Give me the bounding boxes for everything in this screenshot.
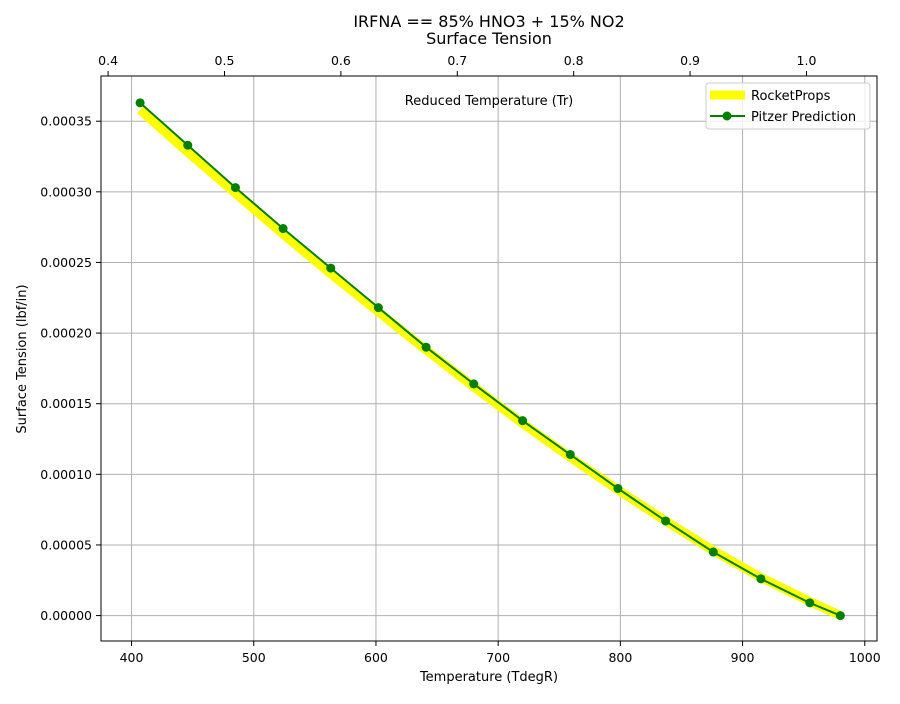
- data-point-pitzer: [183, 140, 193, 150]
- legend-box: [705, 82, 871, 130]
- data-point-pitzer: [469, 379, 479, 389]
- y-tick-label: 0.00035: [40, 114, 92, 129]
- x-axis-label: Temperature (TdegR): [419, 670, 558, 685]
- x-tick-label: 600: [364, 650, 388, 665]
- x-tick-label: 700: [486, 650, 510, 665]
- legend-pitzer-marker: [722, 111, 732, 121]
- data-point-pitzer: [756, 574, 766, 584]
- data-point-pitzer: [230, 183, 240, 193]
- y-tick-label: 0.00030: [40, 184, 92, 199]
- secondary-x-tick-label: 0.7: [447, 53, 467, 68]
- legend-rocketprops-label: RocketProps: [751, 89, 831, 104]
- data-point-pitzer: [805, 598, 815, 608]
- secondary-x-tick-label: 0.6: [331, 53, 351, 68]
- data-point-pitzer: [518, 416, 528, 426]
- x-axis-ticks: 400 500 600 700 800 900 1000: [120, 641, 881, 665]
- secondary-x-tick-label: 0.9: [680, 53, 700, 68]
- secondary-x-tick-label: 0.4: [98, 53, 118, 68]
- x-tick-label: 900: [731, 650, 755, 665]
- x-tick-label: 800: [608, 650, 632, 665]
- legend-pitzer-label: Pitzer Prediction: [751, 110, 856, 125]
- x-tick-label: 1000: [849, 650, 881, 665]
- data-point-pitzer: [835, 611, 845, 621]
- data-series: [135, 98, 845, 621]
- series-line-rocketprops: [137, 106, 843, 620]
- data-point-pitzer: [661, 516, 671, 526]
- y-axis-ticks: 0.00000 0.00005 0.00010 0.00015 0.00020 0.000…: [40, 114, 101, 623]
- secondary-x-tick-label: 0.5: [215, 53, 235, 68]
- data-point-pitzer: [565, 450, 575, 460]
- chart-title-line1: IRFNA == 85% HNO3 + 15% NO2: [353, 12, 624, 31]
- y-tick-label: 0.00025: [40, 255, 92, 270]
- legend: RocketProps Pitzer Prediction: [705, 82, 871, 130]
- series-line-pitzer: [139, 102, 841, 617]
- y-tick-label: 0.00015: [40, 396, 92, 411]
- x-tick-label: 500: [242, 650, 266, 665]
- y-tick-label: 0.00005: [40, 537, 92, 552]
- secondary-x-tick-label: 0.8: [564, 53, 584, 68]
- y-axis-label: Surface Tension (lbf/in): [15, 284, 30, 433]
- data-point-pitzer: [708, 547, 718, 557]
- chart-title-line2: Surface Tension: [426, 29, 552, 48]
- y-tick-label: 0.00010: [40, 467, 92, 482]
- grid-lines: [101, 76, 877, 641]
- y-tick-label: 0.00000: [40, 608, 92, 623]
- data-point-pitzer: [373, 303, 383, 313]
- data-point-pitzer: [326, 263, 336, 273]
- plot-area-frame: [100, 75, 878, 642]
- data-point-pitzer: [421, 342, 431, 352]
- y-tick-label: 0.00020: [40, 326, 92, 341]
- secondary-x-axis-ticks: 0.4 0.5 0.6 0.7 0.8 0.9 1.0: [98, 53, 816, 76]
- data-point-pitzer: [613, 483, 623, 493]
- secondary-x-tick-label: 1.0: [797, 53, 817, 68]
- secondary-x-axis-label: Reduced Temperature (Tr): [405, 94, 573, 109]
- data-point-pitzer: [135, 98, 145, 108]
- x-tick-label: 400: [120, 650, 144, 665]
- data-point-pitzer: [278, 224, 288, 234]
